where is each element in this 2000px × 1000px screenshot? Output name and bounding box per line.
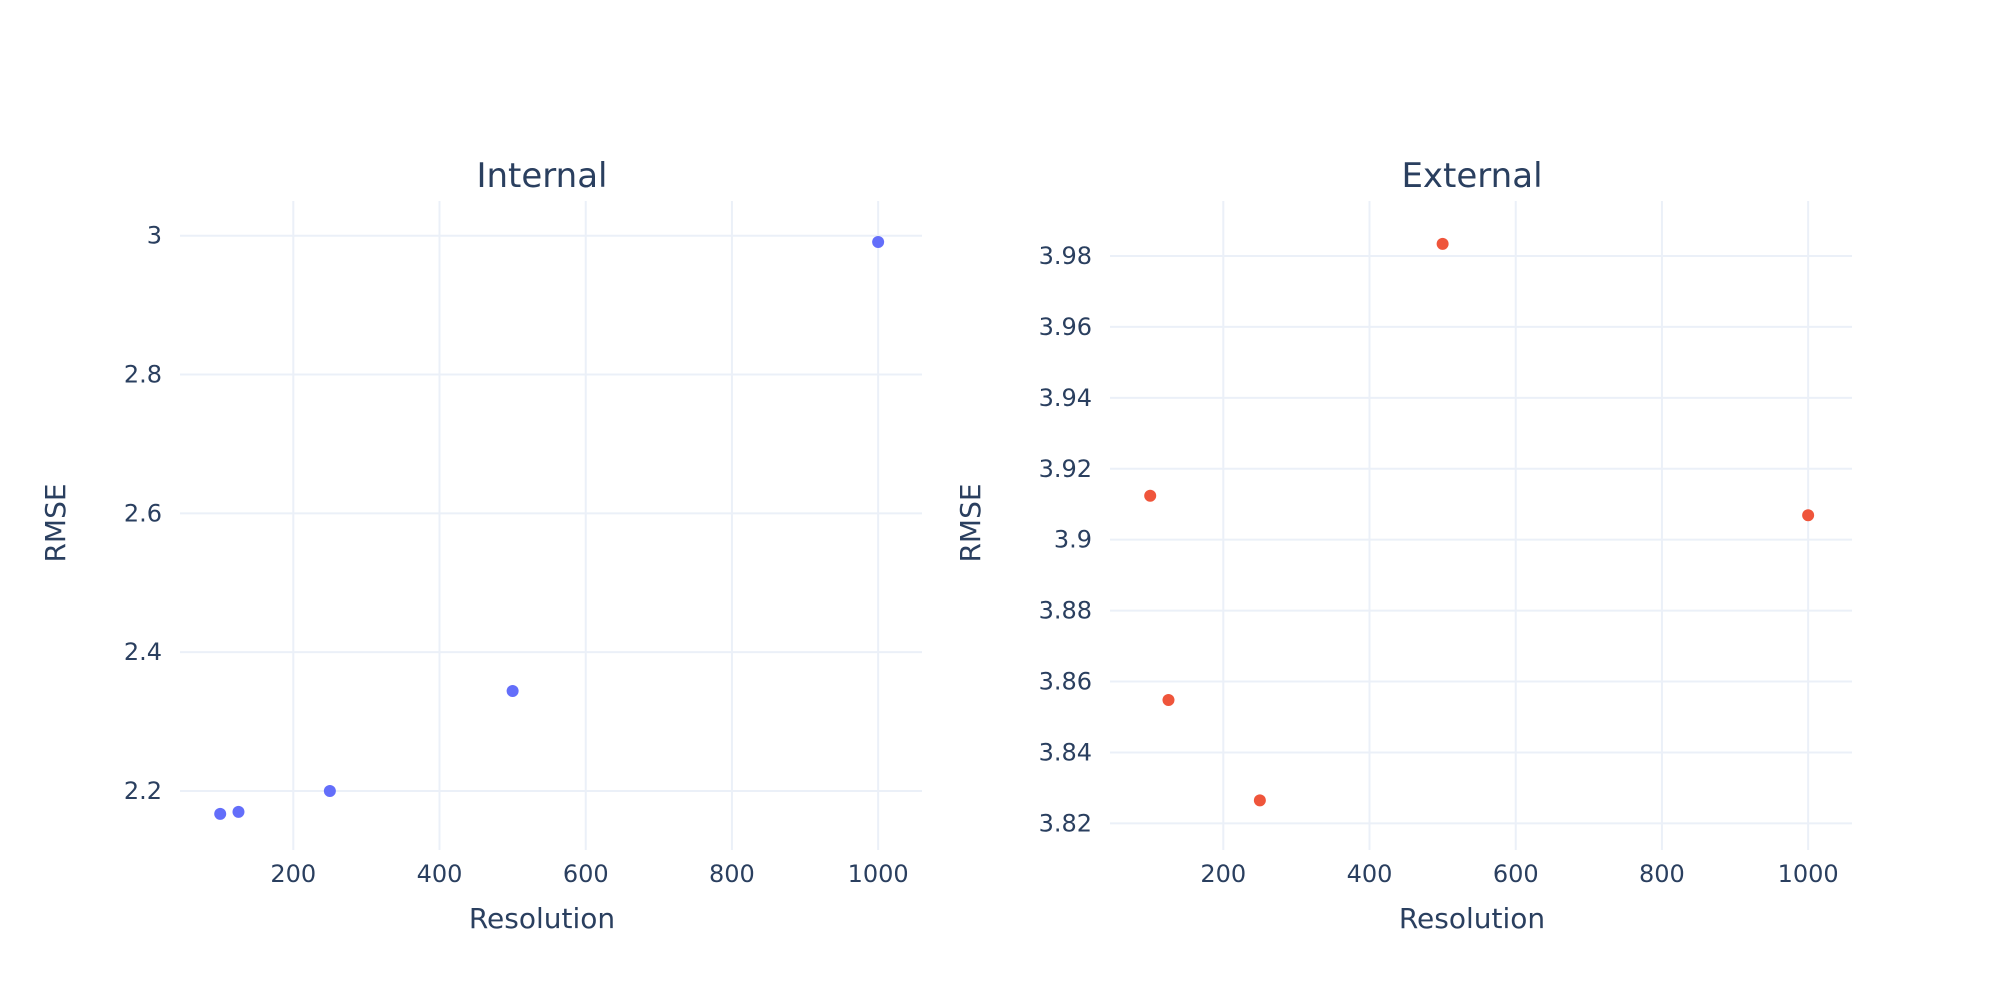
tick-labels: 200 400 600 800 1000 3.82 3.84 3.86 3.88 3.9 3.92 3… [1039, 242, 1839, 888]
y-tick-label: 3.84 [1039, 738, 1092, 766]
data-points [1144, 237, 1815, 807]
x-tick-label: 1000 [848, 860, 909, 888]
subplot-title: Internal [476, 156, 607, 196]
y-axis-title: RMSE [954, 483, 987, 562]
subplot-external: External 200 400 600 800 1000 3.82 3.84 3.86 3.8… [954, 156, 1852, 935]
x-tick-label: 400 [417, 860, 463, 888]
data-point[interactable] [323, 785, 336, 797]
y-tick-label: 3 [147, 222, 162, 250]
x-tick-label: 400 [1347, 860, 1393, 888]
gridlines [180, 201, 922, 850]
data-point[interactable] [1144, 489, 1157, 502]
y-tick-label: 2.2 [124, 777, 162, 805]
y-tick-label: 3.96 [1039, 313, 1092, 341]
x-tick-label: 1000 [1778, 860, 1839, 888]
x-axis-title: Resolution [469, 902, 615, 935]
data-points [214, 235, 885, 820]
y-tick-label: 3.88 [1039, 597, 1092, 625]
y-axis-title: RMSE [39, 483, 72, 562]
x-tick-label: 200 [270, 860, 316, 888]
y-tick-label: 2.4 [124, 638, 162, 666]
data-point[interactable] [1436, 237, 1449, 250]
y-tick-label: 3.98 [1039, 242, 1092, 270]
subplot-internal: Internal 200 400 600 800 1000 2.2 2.4 2.6 2.8 3 R… [39, 156, 922, 935]
y-tick-label: 3.92 [1039, 455, 1092, 483]
x-tick-label: 600 [563, 860, 609, 888]
x-tick-label: 800 [1639, 860, 1685, 888]
gridlines [1110, 201, 1852, 850]
data-point[interactable] [1802, 509, 1815, 522]
x-tick-label: 200 [1200, 860, 1246, 888]
data-point[interactable] [872, 235, 885, 248]
y-tick-label: 2.8 [124, 361, 162, 389]
data-point[interactable] [232, 805, 245, 818]
subplot-title: External [1401, 156, 1542, 196]
y-tick-label: 3.86 [1039, 668, 1092, 696]
y-tick-label: 3.9 [1054, 526, 1092, 554]
data-point[interactable] [506, 685, 519, 698]
x-tick-label: 800 [709, 860, 755, 888]
x-tick-label: 600 [1493, 860, 1539, 888]
y-tick-label: 2.6 [124, 499, 162, 527]
data-point[interactable] [1253, 794, 1266, 807]
y-tick-label: 3.94 [1039, 384, 1092, 412]
y-tick-label: 3.82 [1039, 809, 1092, 837]
tick-labels: 200 400 600 800 1000 2.2 2.4 2.6 2.8 3 [124, 222, 909, 888]
data-point[interactable] [214, 807, 227, 820]
x-axis-title: Resolution [1399, 902, 1545, 935]
data-point[interactable] [1162, 693, 1175, 706]
